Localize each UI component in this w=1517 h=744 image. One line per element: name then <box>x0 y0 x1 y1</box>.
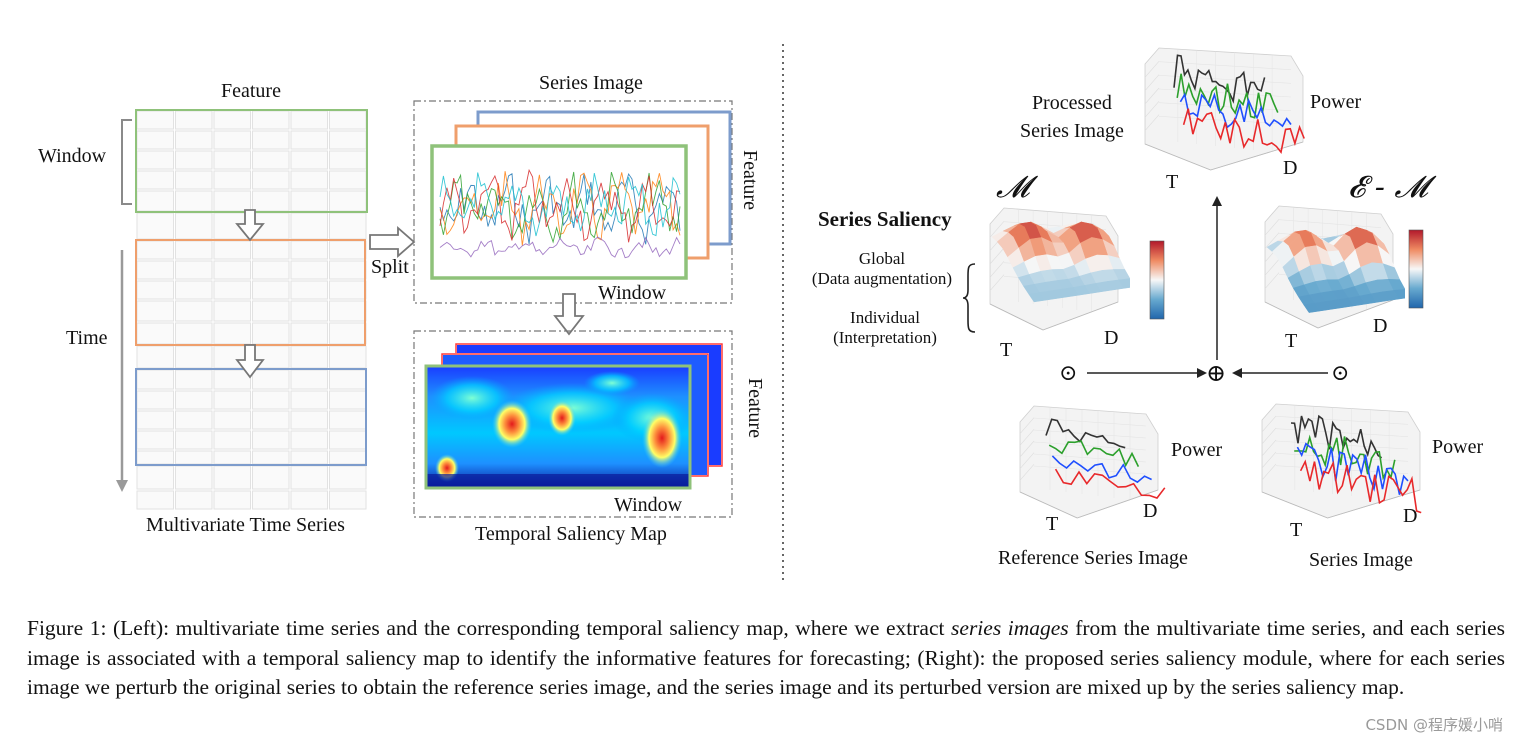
reference-series-3d-plot <box>1019 405 1166 519</box>
global-label: Global (Data augmentation) <box>811 249 953 288</box>
power-axis-label: Power <box>1171 439 1223 461</box>
panel-divider <box>782 44 784 580</box>
d-axis-label: D <box>1104 327 1119 349</box>
down-arrow-icon <box>553 293 585 336</box>
d-axis-label: D <box>1403 505 1418 527</box>
power-axis-label: Power <box>1432 436 1484 458</box>
figure-caption: Figure 1: (Left): multivariate time seri… <box>27 614 1505 703</box>
grid-cells <box>136 110 367 510</box>
saliency-map-title: Temporal Saliency Map <box>475 523 667 545</box>
arrow-to-sum-left <box>1087 368 1207 378</box>
reference-series-label: Reference Series Image <box>998 547 1188 569</box>
series-image-stack <box>413 100 733 304</box>
t-axis-label: T <box>1285 330 1298 352</box>
colorbar-em <box>1408 229 1424 309</box>
t-axis-label: T <box>1290 519 1303 541</box>
green-series-card <box>430 144 688 280</box>
saliency-surface-m <box>989 207 1130 331</box>
saliency-hotspots <box>426 371 690 488</box>
d-axis-label: D <box>1373 315 1388 337</box>
time-label: Time <box>66 327 108 349</box>
window-label-map: Window <box>614 494 683 516</box>
series-image-label: Series Image <box>1309 549 1413 571</box>
window-label: Window <box>38 145 107 167</box>
individual-label: Individual (Interpretation) <box>833 308 937 347</box>
window-label-series: Window <box>598 282 667 304</box>
add-operator-icon: ⊕ <box>1206 361 1227 387</box>
down-arrow-icon <box>235 344 265 379</box>
series-lines-plot <box>439 168 681 259</box>
window-bracket <box>121 119 132 205</box>
split-label: Split <box>371 256 409 278</box>
saliency-map-stack <box>413 330 733 518</box>
t-axis-label: T <box>1000 339 1013 361</box>
curly-brace-icon <box>962 263 976 333</box>
mts-grid-diagram <box>116 109 368 510</box>
series-saliency-title: Series Saliency <box>818 207 952 231</box>
dashed-frame <box>413 330 733 518</box>
feature-vertical-label-map: Feature <box>744 378 766 438</box>
time-arrowhead <box>116 480 128 492</box>
t-axis-label: T <box>1046 513 1059 535</box>
processed-series-3d-plot <box>1144 47 1305 171</box>
front-map-border <box>424 364 692 490</box>
watermark: CSDN @程序媛小哨 <box>1365 716 1503 734</box>
mts-label: Multivariate Time Series <box>146 514 345 536</box>
power-axis-label: Power <box>1310 91 1362 113</box>
d-axis-label: D <box>1143 500 1158 522</box>
caption-part-2: from the multivariate time series, and e… <box>27 616 1505 699</box>
feature-label: Feature <box>221 80 281 102</box>
colorbar-m <box>1149 240 1165 320</box>
t-axis-label: T <box>1166 171 1179 193</box>
up-arrow-icon <box>1212 196 1222 360</box>
split-arrow-icon <box>369 226 416 258</box>
saliency-surface-em <box>1264 205 1405 329</box>
hadamard-operator-icon: ⊙ <box>1059 360 1078 385</box>
series-image-3d-plot <box>1261 403 1422 519</box>
processed-series-label: Processed Series Image <box>1020 92 1124 142</box>
down-arrow-icon <box>235 209 265 242</box>
series-image-title: Series Image <box>539 72 643 94</box>
m-mask-symbol: 𝓜 <box>996 170 1030 205</box>
arrow-to-sum-right <box>1232 368 1328 378</box>
d-axis-label: D <box>1283 157 1298 179</box>
hadamard-operator-icon: ⊙ <box>1331 360 1350 385</box>
caption-italic-term: series images <box>951 616 1069 640</box>
feature-vertical-label: Feature <box>739 150 761 210</box>
caption-part-1: Figure 1: (Left): multivariate time seri… <box>27 616 952 640</box>
em-mask-symbol: 𝓔 - 𝓜 <box>1348 170 1428 205</box>
